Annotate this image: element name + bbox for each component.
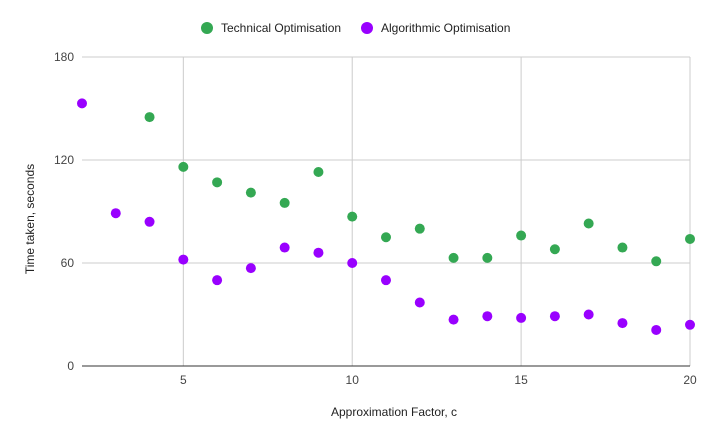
point-algorithmic-optimisation — [482, 311, 493, 322]
point-technical-optimisation — [482, 252, 493, 263]
point-algorithmic-optimisation — [313, 247, 324, 258]
gridlines — [82, 56, 691, 366]
point-technical-optimisation — [347, 211, 358, 222]
point-technical-optimisation — [381, 232, 391, 243]
point-algorithmic-optimisation — [110, 208, 121, 219]
data-points — [77, 98, 695, 335]
point-algorithmic-optimisation — [347, 258, 358, 268]
point-technical-optimisation — [651, 256, 662, 267]
point-technical-optimisation — [617, 242, 628, 253]
y-tick-label: 60 — [61, 256, 75, 270]
point-algorithmic-optimisation — [245, 263, 256, 274]
point-algorithmic-optimisation — [414, 297, 425, 308]
legend-label-algorithmic-optimisation: Algorithmic Optimisation — [381, 21, 510, 35]
x-axis-title: Approximation Factor, c — [331, 405, 457, 419]
tick-labels: 0 60 120 180 5 10 15 20 — [54, 50, 697, 387]
legend-label-technical-optimisation: Technical Optimisation — [221, 21, 341, 35]
point-technical-optimisation — [279, 197, 290, 208]
y-tick-label: 0 — [67, 359, 74, 373]
y-axis-title: Time taken, seconds — [23, 164, 37, 274]
point-technical-optimisation — [144, 112, 155, 123]
x-tick-label: 20 — [683, 373, 697, 387]
point-technical-optimisation — [178, 161, 189, 172]
point-algorithmic-optimisation — [685, 319, 695, 330]
x-tick-label: 15 — [514, 373, 528, 387]
point-algorithmic-optimisation — [77, 98, 87, 109]
point-technical-optimisation — [549, 244, 560, 255]
legend-marker-algorithmic-optimisation — [361, 22, 373, 34]
point-algorithmic-optimisation — [617, 318, 628, 329]
point-technical-optimisation — [212, 177, 223, 188]
point-technical-optimisation — [583, 218, 594, 229]
point-technical-optimisation — [516, 230, 527, 241]
legend: Technical Optimisation Algorithmic Optim… — [201, 21, 510, 35]
point-technical-optimisation — [685, 233, 695, 244]
x-tick-label: 5 — [180, 373, 187, 387]
point-algorithmic-optimisation — [448, 314, 459, 325]
y-tick-label: 120 — [54, 153, 74, 167]
point-technical-optimisation — [414, 223, 425, 234]
point-algorithmic-optimisation — [381, 275, 391, 286]
legend-marker-technical-optimisation — [201, 22, 213, 34]
point-technical-optimisation — [448, 252, 459, 263]
point-algorithmic-optimisation — [279, 242, 290, 253]
point-algorithmic-optimisation — [583, 309, 594, 320]
y-tick-label: 180 — [54, 50, 74, 64]
point-algorithmic-optimisation — [549, 311, 560, 322]
point-algorithmic-optimisation — [651, 324, 662, 335]
x-tick-label: 10 — [346, 373, 360, 387]
point-algorithmic-optimisation — [212, 275, 223, 286]
point-algorithmic-optimisation — [178, 254, 189, 265]
point-algorithmic-optimisation — [144, 216, 155, 227]
point-technical-optimisation — [313, 167, 324, 178]
point-technical-optimisation — [245, 187, 256, 198]
point-algorithmic-optimisation — [516, 312, 527, 323]
